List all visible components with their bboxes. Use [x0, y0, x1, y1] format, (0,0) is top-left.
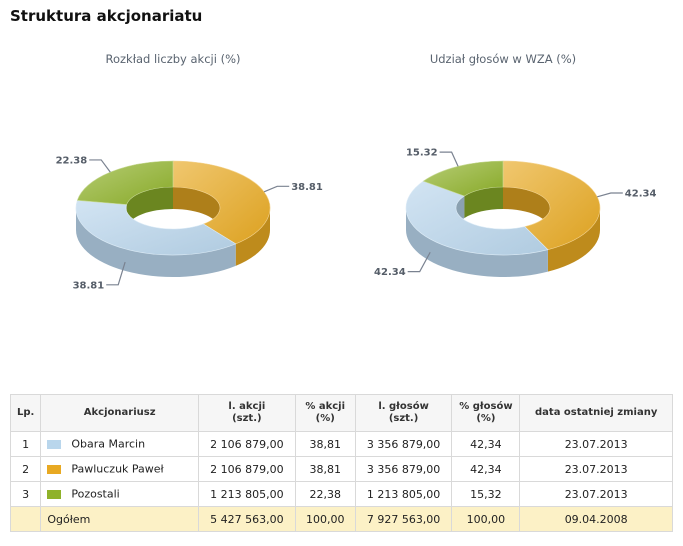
header-pct-shares: % akcji (%) [294, 394, 356, 432]
donut-slice-obara-marcin [405, 180, 549, 256]
cell-lp [9, 506, 42, 532]
shares-donut-svg: 38.81 38.81 22.38 [56, 155, 323, 291]
cell-votes: 1 213 805,00 [354, 481, 453, 507]
cell-holder: Pawluczuk Paweł [40, 456, 199, 482]
cell-date: 23.07.2013 [519, 481, 673, 507]
chart-title: Udział głosów w WZA (%) [429, 52, 577, 66]
cell-total-votes: 7 927 563,00 [354, 506, 453, 532]
table-total-row: Ogółem 5 427 563,00 100,00 7 927 563,00 … [9, 506, 673, 532]
votes-donut-chart: Udział głosów w WZA (%) 42.34 42.34 15.32 [338, 40, 668, 370]
cell-pct-shares: 38,81 [294, 456, 356, 482]
header-shares: l. akcji (szt.) [197, 394, 296, 432]
donut-slice-pozostali [76, 160, 174, 205]
slice-value-label: 15.32 [406, 148, 438, 159]
label-leader-line [407, 251, 431, 273]
slice-inner-wall [464, 187, 503, 219]
label-leader-line [597, 192, 623, 198]
header-date: data ostatniej zmiany [519, 394, 673, 432]
table-row: 1 Obara Marcin 2 106 879,00 38,81 3 356 … [9, 431, 673, 457]
slice-value-label: 22.38 [56, 155, 88, 166]
table-row: 3 Pozostali 1 213 805,00 22,38 1 213 805… [9, 481, 673, 507]
holder-name: Obara Marcin [71, 437, 146, 451]
header-votes: l. głosów (szt.) [354, 394, 453, 432]
header-lp: Lp. [9, 394, 42, 432]
holder-name: Pozostali [71, 487, 120, 501]
label-leader-line [89, 159, 111, 173]
shareholders-table: Lp. Akcjonariusz l. akcji (szt.) % akcji(… [9, 394, 673, 532]
cell-total-pct-shares: 100,00 [294, 506, 356, 532]
legend-swatch [47, 464, 62, 474]
cell-shares: 1 213 805,00 [197, 481, 296, 507]
cell-date: 23.07.2013 [519, 431, 673, 457]
legend-swatch [47, 439, 62, 449]
header-holder: Akcjonariusz [40, 394, 199, 432]
cell-pct-shares: 22,38 [294, 481, 356, 507]
table-row: 2 Pawluczuk Paweł 2 106 879,00 38,81 3 3… [9, 456, 673, 482]
donut-slice-pozostali [422, 160, 504, 197]
cell-pct-votes: 42,34 [451, 431, 521, 457]
cell-total-shares: 5 427 563,00 [197, 506, 296, 532]
chart-title: Rozkład liczby akcji (%) [105, 52, 241, 66]
slice-side [76, 208, 236, 277]
label-leader-line [106, 261, 126, 286]
slice-side [235, 208, 270, 266]
donut-slice-pawluczuk-pawe- [172, 160, 271, 245]
cell-votes: 3 356 879,00 [354, 456, 453, 482]
cell-shares: 2 106 879,00 [197, 456, 296, 482]
label-leader-line [439, 151, 459, 167]
slice-inner-wall [503, 187, 550, 230]
cell-votes: 3 356 879,00 [354, 431, 453, 457]
slice-value-label: 42.34 [625, 188, 657, 199]
slice-side [406, 208, 548, 277]
slice-side [547, 208, 600, 272]
shares-donut-chart: Rozkład liczby akcji (%) 38.81 38.81 22.38 [8, 40, 338, 370]
slice-value-label: 38.81 [291, 182, 323, 193]
slice-inner-wall [126, 187, 173, 227]
slice-value-label: 38.81 [73, 280, 105, 291]
cell-holder: Obara Marcin [40, 431, 199, 457]
cell-holder: Pozostali [40, 481, 199, 507]
slice-value-label: 42.34 [374, 267, 406, 278]
cell-lp: 2 [9, 456, 42, 482]
cell-lp: 3 [9, 481, 42, 507]
page-title: Struktura akcjonariatu [10, 7, 203, 25]
table-header-row: Lp. Akcjonariusz l. akcji (szt.) % akcji(… [9, 394, 673, 432]
cell-shares: 2 106 879,00 [197, 431, 296, 457]
cell-lp: 1 [9, 431, 42, 457]
votes-donut-svg: 42.34 42.34 15.32 [374, 148, 657, 278]
header-pct-votes: % głosów (%) [451, 394, 521, 432]
cell-date: 23.07.2013 [519, 456, 673, 482]
cell-total-date: 09.04.2008 [519, 506, 673, 532]
slice-inner-wall [173, 187, 220, 230]
donut-slice-pawluczuk-pawe- [502, 160, 601, 250]
cell-pct-votes: 42,34 [451, 456, 521, 482]
cell-total-label: Ogółem [40, 506, 199, 532]
cell-pct-votes: 15,32 [451, 481, 521, 507]
donut-slice-obara-marcin [75, 199, 237, 256]
cell-pct-shares: 38,81 [294, 431, 356, 457]
holder-name: Pawluczuk Paweł [71, 462, 164, 476]
label-leader-line [263, 185, 290, 193]
cell-total-pct-votes: 100,00 [451, 506, 521, 532]
legend-swatch [47, 489, 62, 499]
